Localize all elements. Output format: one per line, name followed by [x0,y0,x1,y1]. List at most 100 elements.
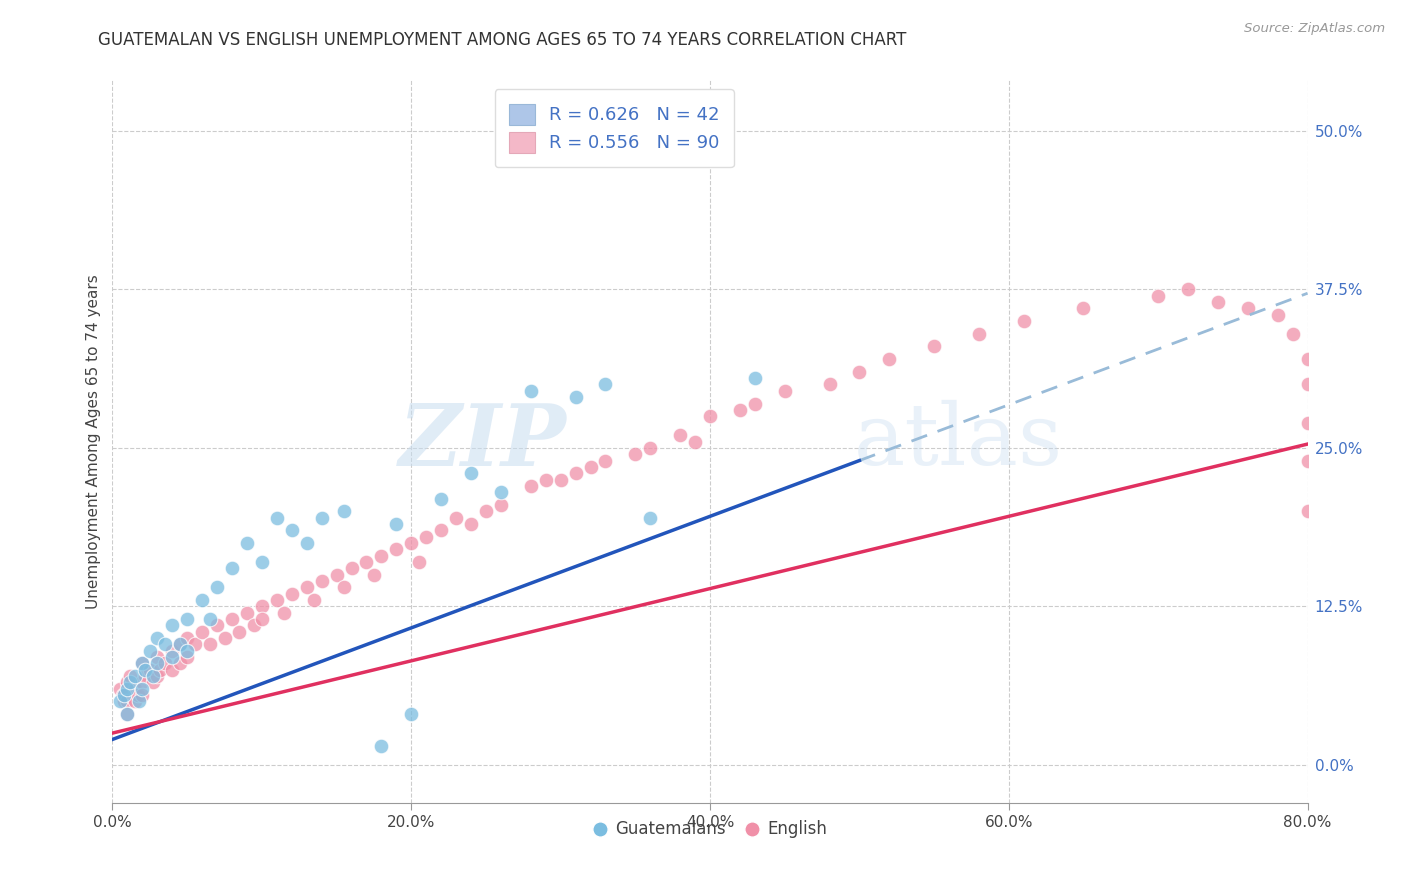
Point [221,612,243,626]
Point [579,459,602,474]
Point [699,409,721,424]
Point [340,561,363,575]
Point [430,491,453,506]
Point [128,694,150,708]
Text: Source: ZipAtlas.com: Source: ZipAtlas.com [1244,22,1385,36]
Point [142,675,165,690]
Point [595,377,617,392]
Point [1267,308,1289,322]
Point [356,555,378,569]
Point [640,510,662,524]
Point [1296,352,1319,367]
Point [120,669,142,683]
Point [236,536,259,550]
Point [550,473,572,487]
Point [520,384,543,398]
Point [333,580,356,594]
Point [370,549,392,563]
Point [162,643,183,657]
Point [236,606,259,620]
Point [214,631,236,645]
Point [142,669,165,683]
Point [176,631,198,645]
Point [169,637,191,651]
Point [848,365,870,379]
Point [250,612,273,626]
Point [401,536,423,550]
Point [363,567,385,582]
Point [408,555,430,569]
Text: ZIP: ZIP [399,400,567,483]
Point [162,618,183,632]
Point [117,681,139,696]
Point [744,396,766,410]
Point [146,650,169,665]
Point [683,434,706,449]
Point [1147,289,1170,303]
Point [117,707,139,722]
Point [1206,295,1229,310]
Point [124,681,146,696]
Point [228,624,250,639]
Point [1296,377,1319,392]
Point [1296,453,1319,467]
Point [176,643,198,657]
Point [198,612,221,626]
Point [131,688,153,702]
Point [1296,504,1319,518]
Point [1012,314,1035,328]
Y-axis label: Unemployment Among Ages 65 to 74 years: Unemployment Among Ages 65 to 74 years [86,274,101,609]
Point [221,561,243,575]
Point [624,447,647,461]
Point [773,384,796,398]
Point [114,694,135,708]
Point [191,624,214,639]
Point [311,574,333,588]
Point [266,510,288,524]
Point [281,523,304,537]
Point [1073,301,1095,316]
Point [922,339,945,353]
Text: atlas: atlas [853,400,1063,483]
Point [1296,416,1319,430]
Legend: Guatemalans, English: Guatemalans, English [586,814,834,845]
Point [489,498,512,512]
Point [295,536,318,550]
Point [146,631,169,645]
Point [385,516,408,531]
Point [153,657,176,671]
Point [564,467,586,481]
Point [489,485,512,500]
Point [370,739,392,753]
Point [131,657,153,671]
Point [640,441,662,455]
Point [139,663,162,677]
Point [1281,326,1303,341]
Point [153,637,176,651]
Point [273,606,295,620]
Point [124,694,146,708]
Point [534,473,557,487]
Point [430,523,453,537]
Point [146,657,169,671]
Point [295,580,318,594]
Point [149,663,172,677]
Point [162,663,183,677]
Point [117,707,139,722]
Point [333,504,356,518]
Point [131,675,153,690]
Point [176,650,198,665]
Point [401,707,423,722]
Point [669,428,692,442]
Point [281,587,304,601]
Point [114,688,135,702]
Point [311,510,333,524]
Point [744,371,766,385]
Point [475,504,498,518]
Point [1237,301,1260,316]
Point [205,580,228,594]
Point [124,669,146,683]
Point [169,657,191,671]
Point [198,637,221,651]
Point [818,377,841,392]
